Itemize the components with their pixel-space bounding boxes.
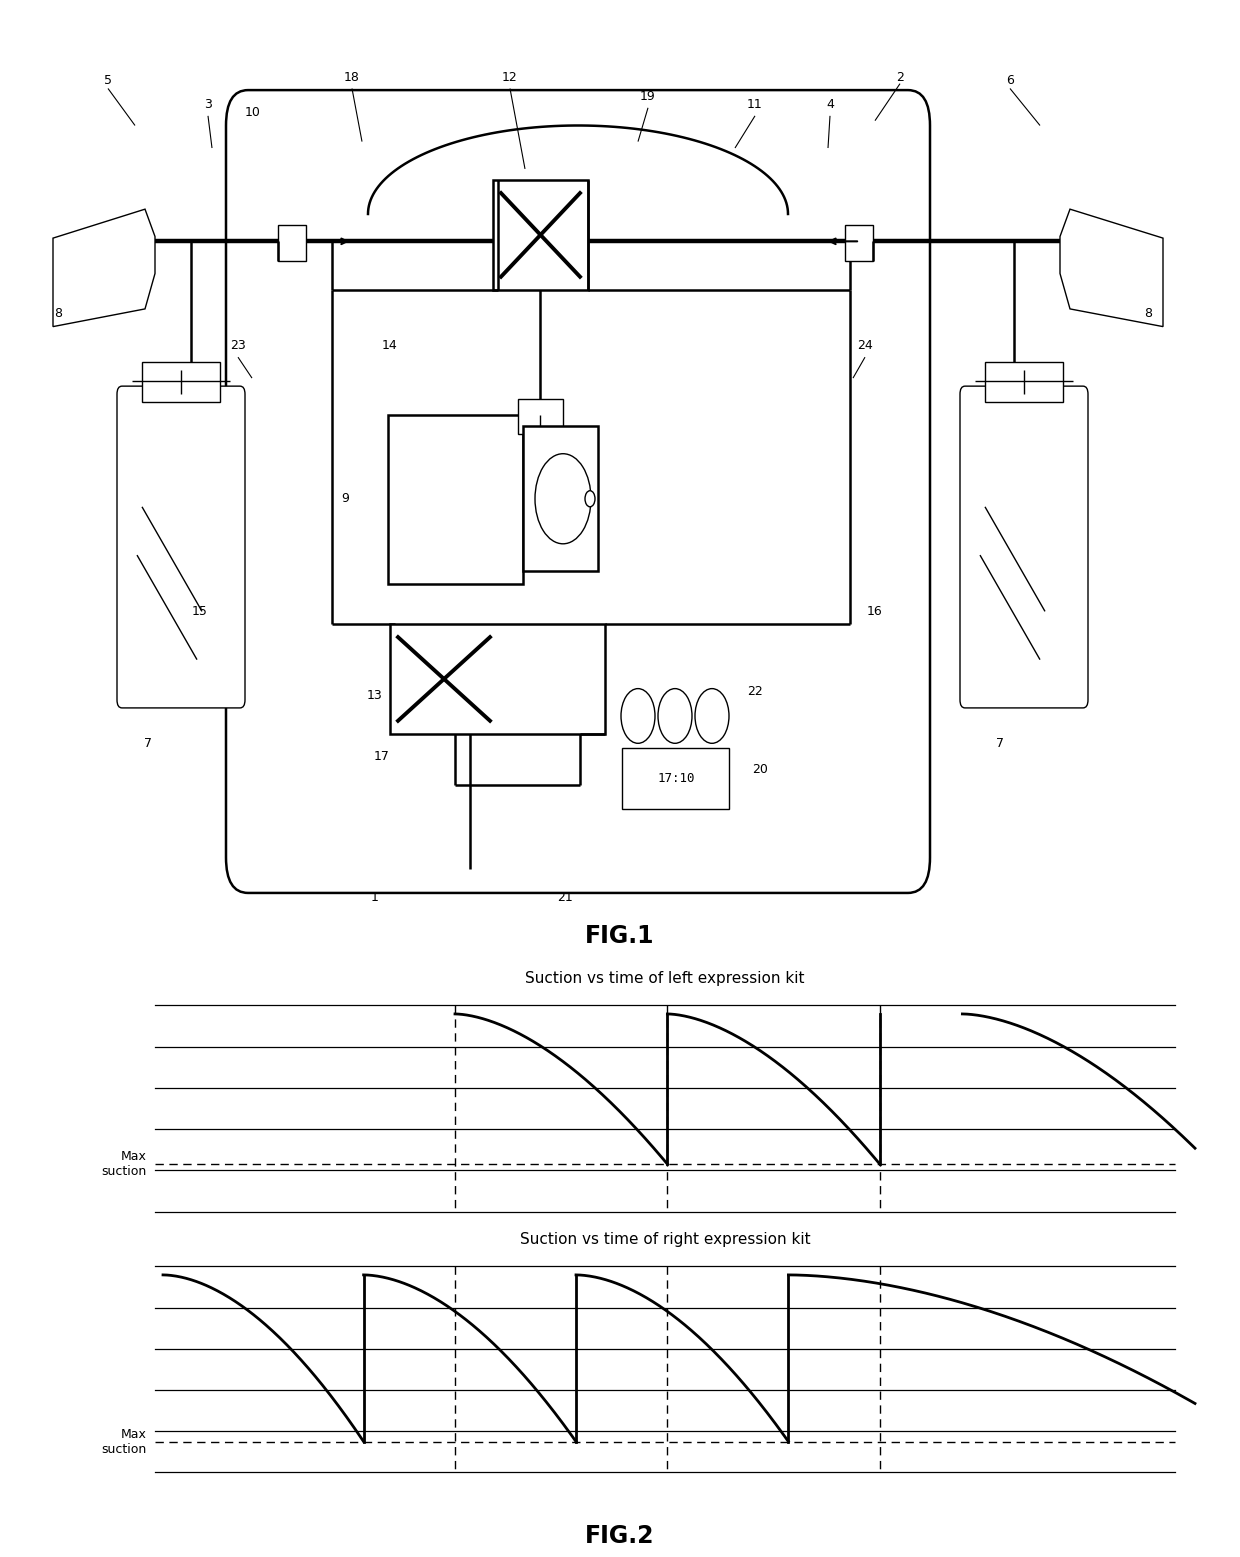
Polygon shape (1060, 209, 1163, 327)
FancyBboxPatch shape (960, 386, 1087, 708)
Text: Max
suction: Max suction (102, 1428, 148, 1456)
Text: 13: 13 (367, 688, 383, 702)
Bar (622, 749, 729, 810)
Text: 20: 20 (753, 763, 768, 775)
Bar (844, 226, 873, 260)
Bar (278, 226, 306, 260)
Text: 12: 12 (502, 70, 518, 84)
Text: 17: 17 (374, 749, 389, 763)
Circle shape (658, 688, 692, 743)
Circle shape (585, 490, 595, 508)
FancyBboxPatch shape (117, 386, 246, 708)
Text: 8: 8 (55, 307, 62, 321)
Text: Suction vs time of right expression kit: Suction vs time of right expression kit (520, 1233, 810, 1247)
Text: 6: 6 (1006, 73, 1014, 87)
Text: Suction vs time of left expression kit: Suction vs time of left expression kit (526, 972, 805, 987)
Text: 18: 18 (343, 70, 360, 84)
Circle shape (694, 688, 729, 743)
Text: FIG.2: FIG.2 (585, 1524, 655, 1548)
Text: 9: 9 (341, 492, 348, 506)
Text: 21: 21 (557, 891, 573, 905)
Circle shape (534, 453, 591, 543)
Text: 3: 3 (205, 98, 212, 111)
Text: 15: 15 (192, 604, 208, 618)
Bar (391, 624, 605, 733)
Polygon shape (53, 209, 155, 327)
Text: 23: 23 (231, 339, 246, 352)
Bar (518, 399, 563, 434)
Text: 5: 5 (104, 73, 112, 87)
Text: 22: 22 (748, 685, 763, 699)
Text: 4: 4 (826, 98, 835, 111)
Bar (143, 363, 219, 402)
Text: 1: 1 (371, 891, 379, 905)
Bar (494, 181, 588, 290)
Text: FIG.1: FIG.1 (585, 925, 655, 948)
Bar (985, 363, 1063, 402)
Text: 24: 24 (857, 339, 873, 352)
Text: 16: 16 (867, 604, 883, 618)
Text: 8: 8 (1145, 307, 1152, 321)
Text: 10: 10 (246, 106, 260, 120)
Text: 7: 7 (144, 736, 153, 750)
Text: 19: 19 (640, 90, 656, 103)
Text: 14: 14 (382, 339, 398, 352)
Circle shape (621, 688, 655, 743)
Bar (388, 416, 523, 584)
Bar (523, 427, 598, 571)
Text: Max
suction: Max suction (102, 1151, 148, 1179)
Text: 7: 7 (996, 736, 1004, 750)
Text: 17:10: 17:10 (657, 772, 694, 785)
Text: 2: 2 (897, 70, 904, 84)
FancyBboxPatch shape (226, 90, 930, 894)
Text: 11: 11 (748, 98, 763, 111)
